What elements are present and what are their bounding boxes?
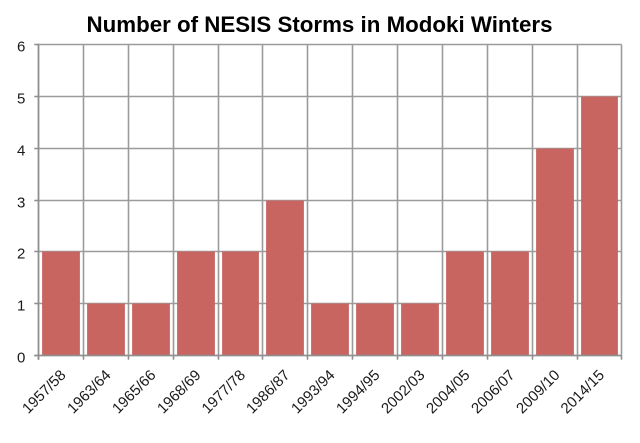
svg-text:0: 0 <box>17 350 25 367</box>
svg-text:3: 3 <box>17 195 25 212</box>
svg-text:4: 4 <box>17 143 25 160</box>
svg-text:5: 5 <box>17 91 25 108</box>
svg-text:2: 2 <box>17 246 25 263</box>
svg-text:Number of NESIS Storms in Modo: Number of NESIS Storms in Modoki Winters <box>87 12 553 37</box>
svg-text:1: 1 <box>17 298 25 315</box>
svg-text:6: 6 <box>17 39 25 56</box>
